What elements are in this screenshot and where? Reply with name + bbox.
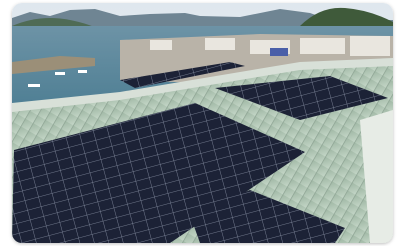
photo <box>12 3 393 243</box>
page <box>0 0 417 246</box>
photo-card <box>0 0 417 246</box>
